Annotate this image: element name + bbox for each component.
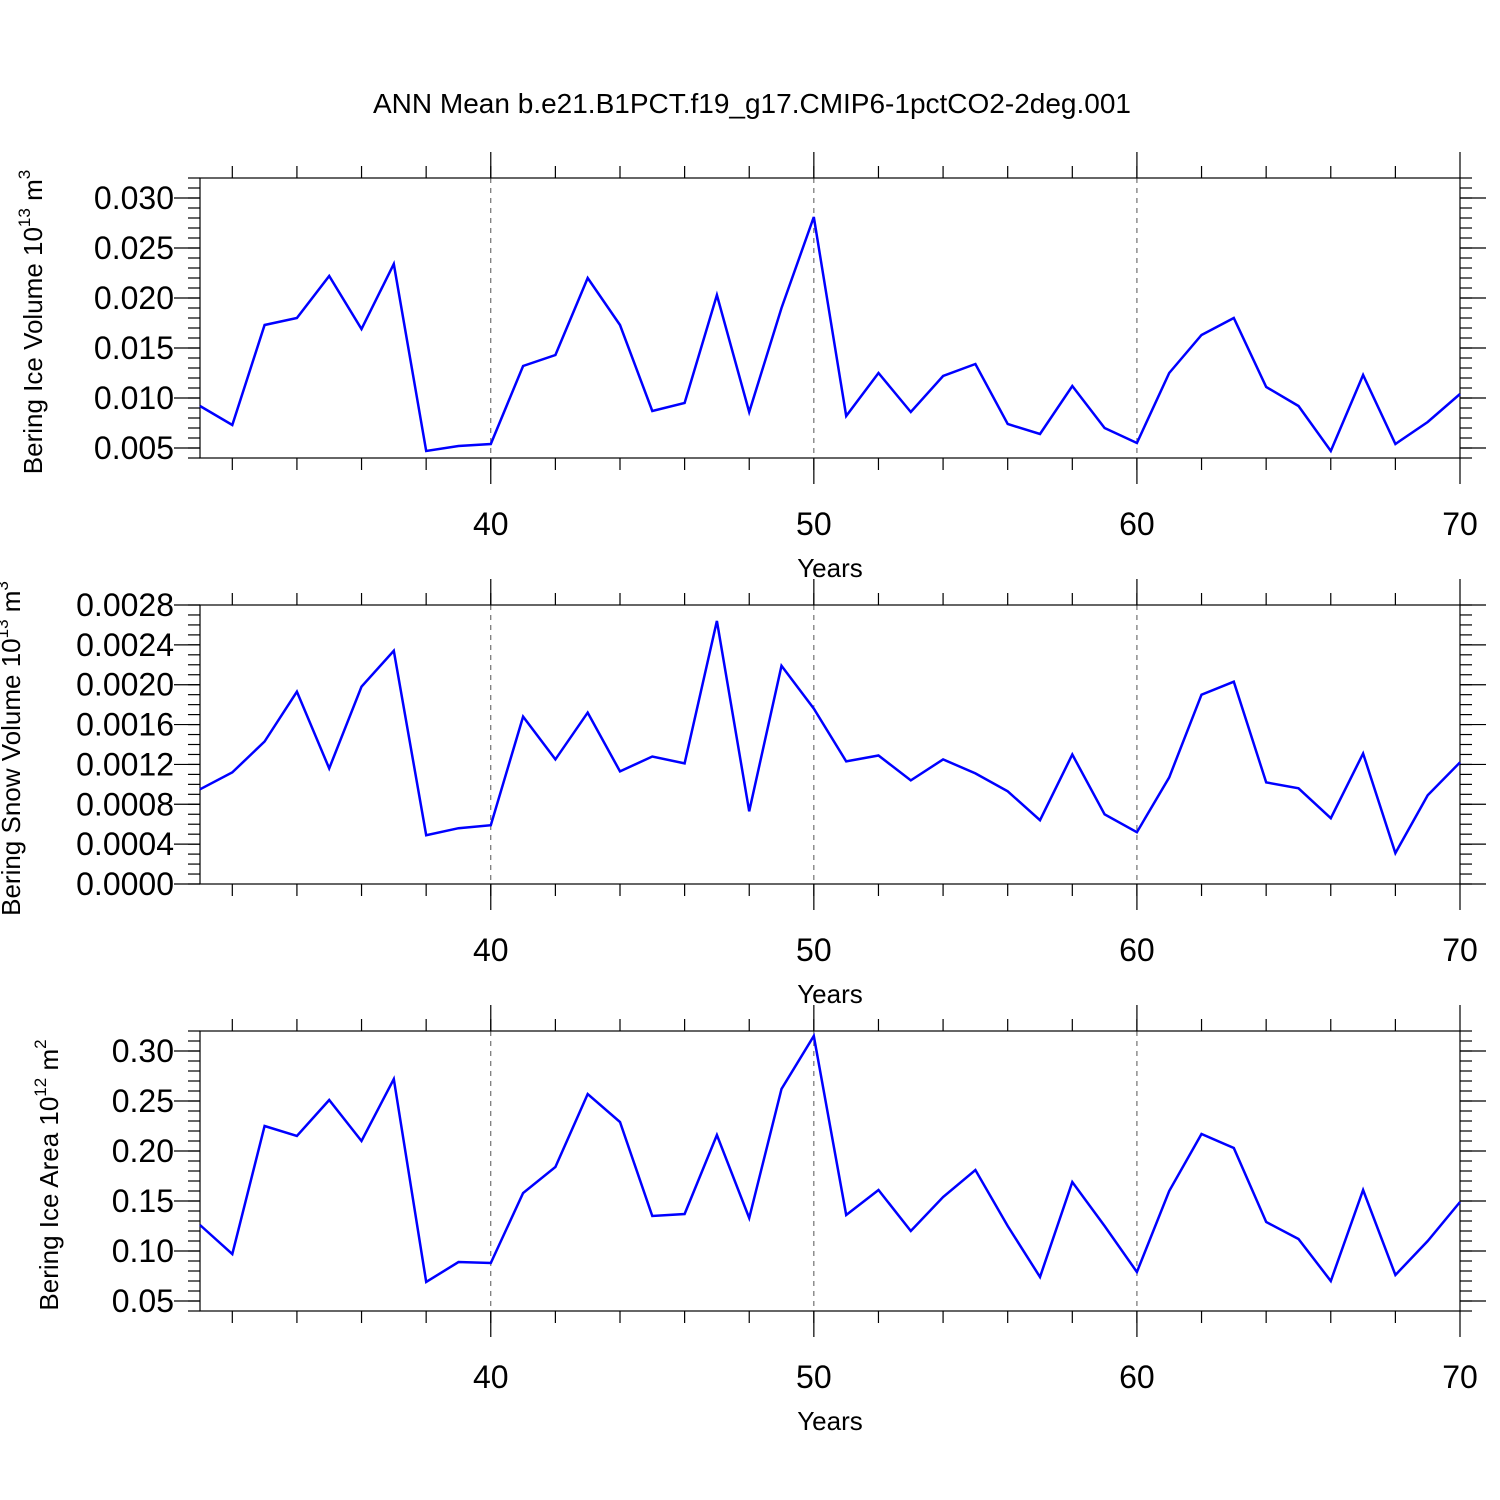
y-axis-label: Bering Snow Volume 1013 m3 (0, 581, 26, 916)
x-tick-label: 70 (1442, 932, 1478, 968)
y-tick-label: 0.005 (94, 430, 174, 466)
x-tick-label: 70 (1442, 1359, 1478, 1395)
x-tick-label: 50 (796, 506, 832, 542)
y-tick-label: 0.0000 (76, 866, 174, 902)
x-tick-label: 50 (796, 1359, 832, 1395)
y-tick-label: 0.05 (112, 1283, 174, 1319)
y-tick-label: 0.0020 (76, 667, 174, 703)
x-axis-label: Years (797, 553, 863, 583)
y-tick-label: 0.010 (94, 380, 174, 416)
panel-1: 40 50 60 70 Years 0.005 0.010 0.015 0.020 0.025 0.… (15, 152, 1486, 583)
y-tick-label: 0.25 (112, 1083, 174, 1119)
y-tick-label: 0.025 (94, 230, 174, 266)
y-tick-label: 0.015 (94, 330, 174, 366)
y-tick-label: 0.0028 (76, 587, 174, 623)
y-tick-label: 0.020 (94, 280, 174, 316)
y-tick-label: 0.15 (112, 1183, 174, 1219)
x-tick-label: 70 (1442, 506, 1478, 542)
x-tick-label: 40 (473, 932, 509, 968)
x-tick-label: 60 (1119, 1359, 1155, 1395)
y-tick-label: 0.0004 (76, 826, 174, 862)
x-axis-label: Years (797, 979, 863, 1009)
series-line (199, 620, 1461, 857)
x-tick-label: 40 (473, 1359, 509, 1395)
y-axis-label: Bering Ice Volume 1013 m3 (15, 170, 48, 474)
y-tick-label: 0.30 (112, 1033, 174, 1069)
x-tick-label: 60 (1119, 506, 1155, 542)
series-line (199, 1032, 1461, 1285)
figure-title: ANN Mean b.e21.B1PCT.f19_g17.CMIP6-1pctC… (373, 88, 1131, 119)
panel-3: 40 50 60 70 Years 0.05 0.10 0.15 0.20 0.25 0.30 Ber… (31, 1005, 1486, 1436)
y-tick-label: 0.030 (94, 180, 174, 216)
y-axis-label: Bering Ice Area 1012 m2 (31, 1039, 64, 1310)
y-tick-label: 0.0012 (76, 746, 174, 782)
x-tick-label: 40 (473, 506, 509, 542)
x-tick-label: 60 (1119, 932, 1155, 968)
x-axis-label: Years (797, 1406, 863, 1436)
plot-frame (199, 604, 1461, 885)
series-line (199, 216, 1461, 454)
y-tick-label: 0.20 (112, 1133, 174, 1169)
y-tick-label: 0.0008 (76, 786, 174, 822)
plot-frame (199, 1030, 1461, 1312)
y-tick-label: 0.0016 (76, 707, 174, 743)
y-tick-label: 0.0024 (76, 627, 174, 663)
y-tick-label: 0.10 (112, 1233, 174, 1269)
panel-2: 40 50 60 70Years0.00000.00040.00080.00120.0… (0, 579, 1486, 1009)
x-tick-label: 50 (796, 932, 832, 968)
